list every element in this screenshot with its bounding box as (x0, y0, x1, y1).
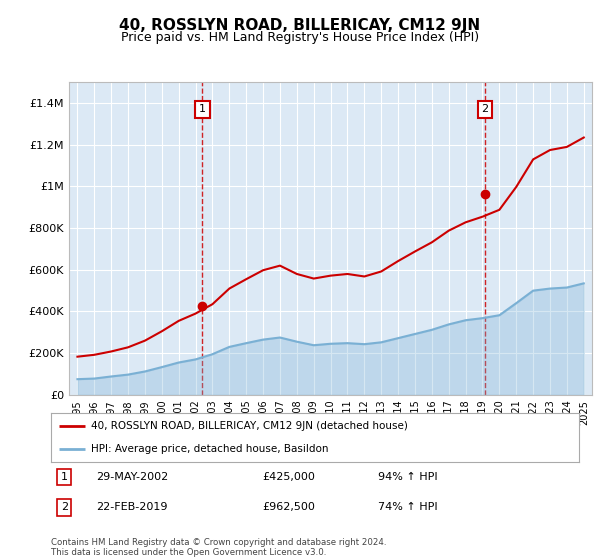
Text: 2: 2 (481, 104, 488, 114)
Text: 29-MAY-2002: 29-MAY-2002 (96, 472, 168, 482)
Text: HPI: Average price, detached house, Basildon: HPI: Average price, detached house, Basi… (91, 444, 328, 454)
Text: 1: 1 (61, 472, 68, 482)
Text: 1: 1 (199, 104, 206, 114)
Text: 40, ROSSLYN ROAD, BILLERICAY, CM12 9JN: 40, ROSSLYN ROAD, BILLERICAY, CM12 9JN (119, 18, 481, 33)
Text: Price paid vs. HM Land Registry's House Price Index (HPI): Price paid vs. HM Land Registry's House … (121, 31, 479, 44)
Text: 74% ↑ HPI: 74% ↑ HPI (379, 502, 438, 512)
Text: 2: 2 (61, 502, 68, 512)
Text: Contains HM Land Registry data © Crown copyright and database right 2024.
This d: Contains HM Land Registry data © Crown c… (51, 538, 386, 557)
Text: £425,000: £425,000 (262, 472, 315, 482)
Text: £962,500: £962,500 (262, 502, 315, 512)
Text: 40, ROSSLYN ROAD, BILLERICAY, CM12 9JN (detached house): 40, ROSSLYN ROAD, BILLERICAY, CM12 9JN (… (91, 421, 407, 431)
Text: 22-FEB-2019: 22-FEB-2019 (96, 502, 167, 512)
Text: 94% ↑ HPI: 94% ↑ HPI (379, 472, 438, 482)
